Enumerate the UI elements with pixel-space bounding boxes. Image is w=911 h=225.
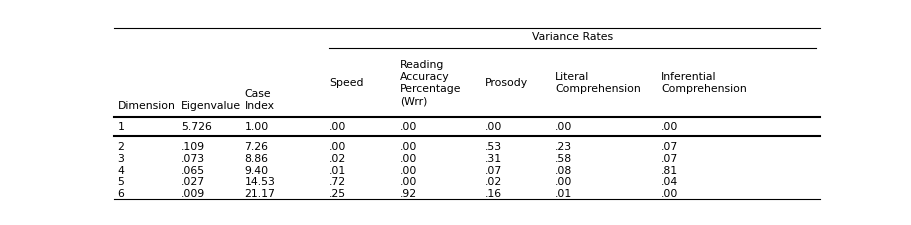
Text: .027: .027 <box>181 177 205 187</box>
Text: .72: .72 <box>329 177 346 187</box>
Text: .23: .23 <box>555 142 572 151</box>
Text: .00: .00 <box>400 142 417 151</box>
Text: 5: 5 <box>118 177 124 187</box>
Text: .07: .07 <box>661 142 679 151</box>
Text: .07: .07 <box>661 153 679 163</box>
Text: .16: .16 <box>485 188 502 198</box>
Text: .00: .00 <box>329 122 346 132</box>
Text: .25: .25 <box>329 188 346 198</box>
Text: .00: .00 <box>400 122 417 132</box>
Text: .00: .00 <box>661 188 679 198</box>
Text: .00: .00 <box>485 122 502 132</box>
Text: .009: .009 <box>181 188 205 198</box>
Text: Inferential
Comprehension: Inferential Comprehension <box>661 72 747 94</box>
Text: .00: .00 <box>555 122 572 132</box>
Text: Prosody: Prosody <box>485 78 527 88</box>
Text: .073: .073 <box>181 153 205 163</box>
Text: .00: .00 <box>400 177 417 187</box>
Text: .065: .065 <box>181 165 205 175</box>
Text: .109: .109 <box>181 142 205 151</box>
Text: .00: .00 <box>661 122 679 132</box>
Text: 21.17: 21.17 <box>244 188 275 198</box>
Text: .07: .07 <box>485 165 502 175</box>
Text: Case
Index: Case Index <box>244 88 274 110</box>
Text: 6: 6 <box>118 188 124 198</box>
Text: Dimension: Dimension <box>118 100 175 110</box>
Text: 1.00: 1.00 <box>244 122 269 132</box>
Text: .58: .58 <box>555 153 572 163</box>
Text: .53: .53 <box>485 142 502 151</box>
Text: 5.726: 5.726 <box>181 122 212 132</box>
Text: .00: .00 <box>329 142 346 151</box>
Text: Variance Rates: Variance Rates <box>532 32 613 41</box>
Text: .81: .81 <box>661 165 678 175</box>
Text: 4: 4 <box>118 165 124 175</box>
Text: 8.86: 8.86 <box>244 153 269 163</box>
Text: .04: .04 <box>661 177 679 187</box>
Text: 1: 1 <box>118 122 124 132</box>
Text: Reading
Accuracy
Percentage
(Wrr): Reading Accuracy Percentage (Wrr) <box>400 60 461 106</box>
Text: .00: .00 <box>400 153 417 163</box>
Text: .00: .00 <box>400 165 417 175</box>
Text: .02: .02 <box>485 177 502 187</box>
Text: Literal
Comprehension: Literal Comprehension <box>555 72 641 94</box>
Text: .08: .08 <box>555 165 572 175</box>
Text: .92: .92 <box>400 188 417 198</box>
Text: Speed: Speed <box>329 78 363 88</box>
Text: .00: .00 <box>555 177 572 187</box>
Text: .02: .02 <box>329 153 346 163</box>
Text: 3: 3 <box>118 153 124 163</box>
Text: .01: .01 <box>329 165 346 175</box>
Text: 9.40: 9.40 <box>244 165 269 175</box>
Text: .01: .01 <box>555 188 572 198</box>
Text: 7.26: 7.26 <box>244 142 269 151</box>
Text: 2: 2 <box>118 142 124 151</box>
Text: .31: .31 <box>485 153 502 163</box>
Text: 14.53: 14.53 <box>244 177 275 187</box>
Text: Eigenvalue: Eigenvalue <box>181 100 241 110</box>
